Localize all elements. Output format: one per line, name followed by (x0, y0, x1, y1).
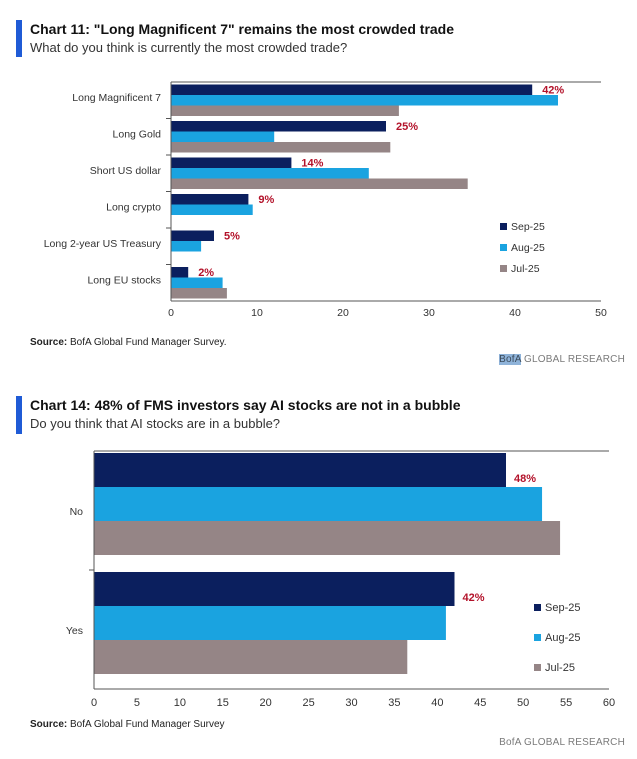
title-accent-bar (16, 20, 22, 57)
legend-label-jul-25: Jul-25 (545, 662, 575, 674)
bar-sep-25-long-magnificent-7 (171, 84, 533, 95)
legend-label-jul-25: Jul-25 (511, 263, 540, 275)
x-tick-label-15: 15 (217, 697, 229, 709)
source-label: Source: (30, 337, 68, 348)
brand-text: GLOBAL RESEARCH (521, 354, 625, 365)
bar-aug-25-long-magnificent-7 (171, 95, 558, 106)
bar-aug-25-yes (94, 606, 446, 640)
x-tick-label-55: 55 (560, 697, 572, 709)
bar-aug-25-long-eu-stocks (171, 277, 223, 288)
legend-swatch-aug-25 (534, 634, 541, 641)
data-label-no: 48% (514, 473, 536, 485)
legend-label-aug-25: Aug-25 (545, 632, 580, 644)
category-label-long-crypto: Long crypto (106, 202, 161, 214)
data-label-yes: 42% (463, 592, 485, 604)
bar-jul-25-long-magnificent-7 (171, 105, 399, 116)
x-tick-label-50: 50 (595, 307, 607, 319)
chart-title: Chart 14: 48% of FMS investors say AI st… (30, 397, 461, 413)
legend-swatch-jul-25 (500, 265, 507, 272)
bar-aug-25-no (94, 487, 543, 521)
legend-swatch-aug-25 (500, 244, 507, 251)
x-tick-label-20: 20 (260, 697, 272, 709)
x-tick-label-45: 45 (474, 697, 486, 709)
category-label-long-2-year-us-treasury: Long 2-year US Treasury (44, 238, 162, 250)
chart-source: Source: BofA Global Fund Manager Survey (30, 719, 225, 730)
bar-sep-25-long-2-year-us-treasury (171, 230, 214, 241)
data-label-long-crypto: 9% (258, 194, 274, 206)
x-tick-label-40: 40 (431, 697, 443, 709)
crowded-trade-bar-chart: Long Magnificent 7 42% Long Gold 25% Short U… (44, 81, 607, 319)
x-tick-label-40: 40 (509, 307, 521, 319)
x-tick-label-35: 35 (388, 697, 400, 709)
legend-label-aug-25: Aug-25 (511, 242, 545, 254)
legend-swatch-sep-25 (534, 604, 541, 611)
category-label-long-eu-stocks: Long EU stocks (87, 275, 161, 287)
bar-aug-25-long-gold (171, 131, 275, 142)
chart-subtitle: What do you think is currently the most … (30, 40, 348, 55)
title-accent-bar (16, 396, 22, 434)
x-tick-label-10: 10 (174, 697, 186, 709)
bar-jul-25-long-eu-stocks (171, 288, 227, 299)
legend-label-sep-25: Sep-25 (511, 221, 545, 233)
bar-sep-25-short-us-dollar (171, 157, 292, 168)
bar-sep-25-no (94, 453, 506, 487)
x-tick-label-5: 5 (134, 697, 140, 709)
source-text: BofA Global Fund Manager Survey (67, 719, 225, 730)
x-tick-label-20: 20 (337, 307, 349, 319)
x-tick-label-10: 10 (251, 307, 263, 319)
data-label-long-magnificent-7: 42% (542, 84, 564, 96)
chart-source: Source: BofA Global Fund Manager Survey. (30, 337, 227, 348)
chart-panel-ai-bubble: Chart 14: 48% of FMS investors say AI st… (0, 388, 637, 759)
category-label-short-us-dollar: Short US dollar (90, 165, 162, 177)
x-tick-label-50: 50 (517, 697, 529, 709)
brand-highlight: BofA (499, 354, 522, 365)
category-label-yes: Yes (66, 625, 83, 637)
bar-sep-25-yes (94, 572, 455, 606)
data-label-long-2-year-us-treasury: 5% (224, 230, 240, 242)
category-label-long-magnificent-7: Long Magnificent 7 (72, 92, 161, 104)
bar-sep-25-long-gold (171, 121, 386, 132)
bar-aug-25-short-us-dollar (171, 168, 369, 179)
bar-jul-25-long-gold (171, 142, 391, 153)
data-label-long-gold: 25% (396, 121, 418, 133)
brand-text: BofA GLOBAL RESEARCH (499, 737, 625, 748)
bar-sep-25-long-crypto (171, 194, 249, 205)
brand-footer: BofA GLOBAL RESEARCH (499, 354, 625, 365)
chart-subtitle: Do you think that AI stocks are in a bub… (30, 416, 281, 431)
bar-jul-25-yes (94, 640, 408, 674)
x-tick-label-25: 25 (302, 697, 314, 709)
source-text: BofA Global Fund Manager Survey. (67, 337, 227, 348)
legend-swatch-sep-25 (500, 223, 507, 230)
source-label: Source: (30, 719, 68, 730)
bar-jul-25-short-us-dollar (171, 178, 468, 189)
brand-footer: BofA GLOBAL RESEARCH (499, 737, 625, 748)
x-tick-label-0: 0 (91, 697, 97, 709)
ai-bubble-bar-chart: No 48% Yes 42% 0 5 10 15 20 25 30 35 40 45 50 55 60 Sep-2… (66, 450, 615, 709)
bar-aug-25-long-crypto (171, 204, 253, 215)
bar-sep-25-long-eu-stocks (171, 267, 189, 278)
data-label-long-eu-stocks: 2% (198, 267, 214, 279)
x-tick-label-30: 30 (423, 307, 435, 319)
chart-title: Chart 11: "Long Magnificent 7" remains t… (30, 21, 455, 37)
legend-label-sep-25: Sep-25 (545, 602, 580, 614)
chart-panel-crowded-trade: Chart 11: "Long Magnificent 7" remains t… (0, 0, 637, 375)
bar-aug-25-long-2-year-us-treasury (171, 241, 202, 252)
category-label-no: No (70, 506, 84, 518)
bar-jul-25-no (94, 521, 561, 555)
x-tick-label-0: 0 (168, 307, 174, 319)
category-label-long-gold: Long Gold (113, 129, 162, 141)
legend-swatch-jul-25 (534, 664, 541, 671)
data-label-short-us-dollar: 14% (301, 157, 323, 169)
x-tick-label-60: 60 (603, 697, 615, 709)
x-tick-label-30: 30 (345, 697, 357, 709)
